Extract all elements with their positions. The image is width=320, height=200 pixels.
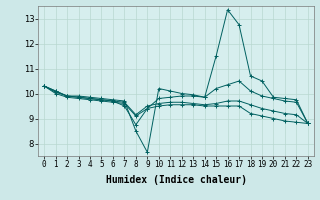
X-axis label: Humidex (Indice chaleur): Humidex (Indice chaleur)	[106, 175, 246, 185]
